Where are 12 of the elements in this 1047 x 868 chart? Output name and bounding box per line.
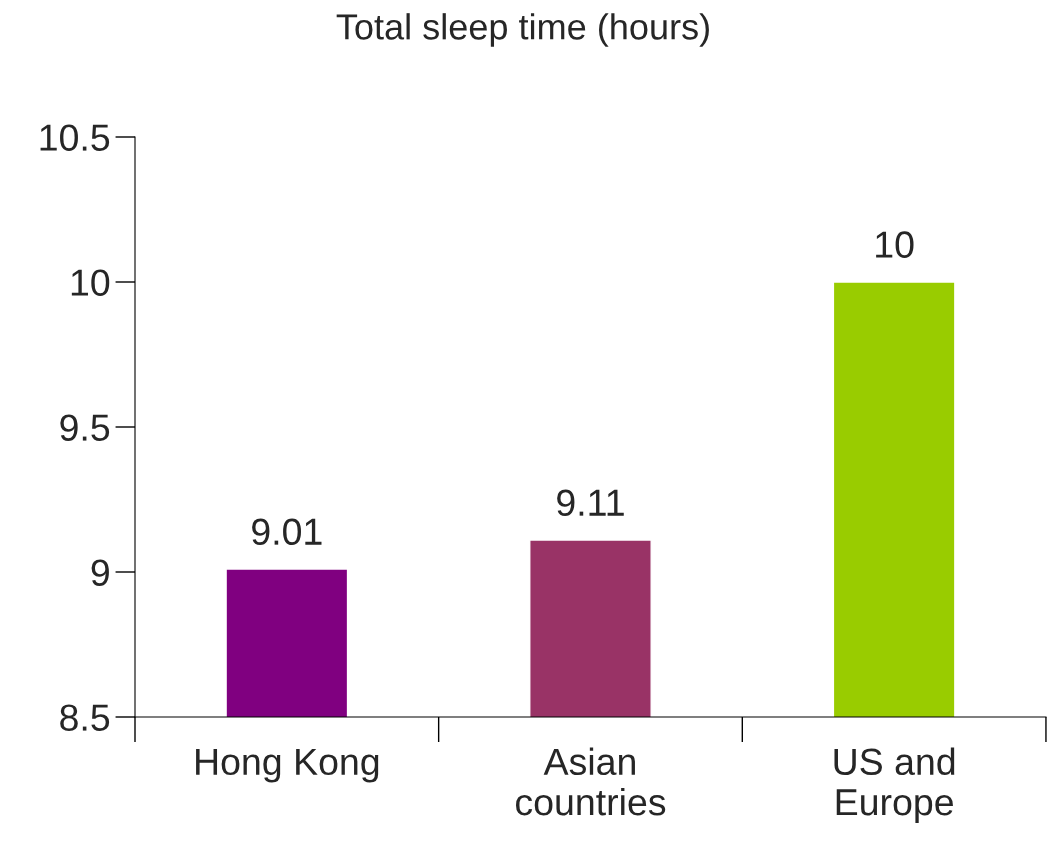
y-tick-label: 10 <box>71 269 110 296</box>
x-tick-label: US and Europe <box>834 747 955 823</box>
y-tick-label: 10.5 <box>40 124 110 151</box>
y-tick-label: 9 <box>91 559 109 586</box>
y-tick-label: 9.5 <box>60 414 110 441</box>
y-tick-label: 8.5 <box>60 704 110 731</box>
data-label: 9.01 <box>252 518 322 546</box>
x-tick-label: Hong Kong <box>196 748 379 783</box>
chart-title: Total sleep time (hours) <box>336 13 709 47</box>
data-label: 10 <box>876 231 914 258</box>
data-label: 9.11 <box>557 489 624 517</box>
x-tick-label: Asian countries <box>515 747 666 816</box>
